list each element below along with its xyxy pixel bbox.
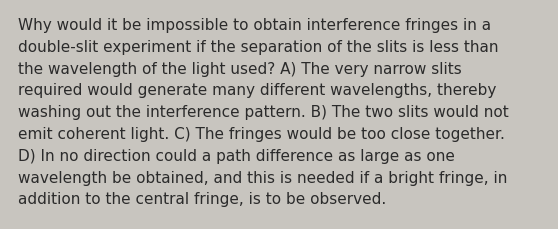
- Text: washing out the interference pattern. B) The two slits would not: washing out the interference pattern. B)…: [18, 105, 509, 120]
- Text: emit coherent light. C) The fringes would be too close together.: emit coherent light. C) The fringes woul…: [18, 126, 505, 141]
- Text: the wavelength of the light used? A) The very narrow slits: the wavelength of the light used? A) The…: [18, 61, 462, 76]
- Text: Why would it be impossible to obtain interference fringes in a: Why would it be impossible to obtain int…: [18, 18, 491, 33]
- Text: required would generate many different wavelengths, thereby: required would generate many different w…: [18, 83, 497, 98]
- Text: double-slit experiment if the separation of the slits is less than: double-slit experiment if the separation…: [18, 40, 498, 55]
- Text: D) In no direction could a path difference as large as one: D) In no direction could a path differen…: [18, 148, 455, 163]
- Text: addition to the central fringe, is to be observed.: addition to the central fringe, is to be…: [18, 192, 386, 207]
- Text: wavelength be obtained, and this is needed if a bright fringe, in: wavelength be obtained, and this is need…: [18, 170, 507, 185]
